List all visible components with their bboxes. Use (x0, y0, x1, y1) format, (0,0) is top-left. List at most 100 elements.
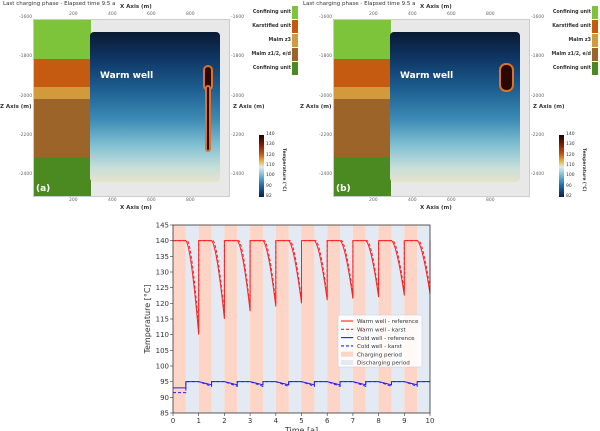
unit-swatch (592, 48, 598, 61)
x-tick: 600 (447, 198, 456, 203)
z-axis-label-left: Z Axis (m) (300, 104, 332, 110)
unit-label: Malm z3 (568, 38, 591, 43)
z-tick: -1800 (531, 54, 545, 60)
temperature-field (390, 32, 520, 182)
x-tick-label: 3 (248, 417, 252, 425)
x-tick: 400 (108, 12, 117, 17)
warm-well-label: Warm well (400, 71, 454, 81)
legend-swatch (341, 360, 353, 365)
colorbar-tick: 82 (566, 193, 572, 199)
z-tick: -2400 (319, 172, 333, 178)
z-axis-label-right: Z Axis (m) (233, 104, 265, 110)
x-tick-label: 2 (222, 417, 226, 425)
discharging-period-band (237, 225, 251, 413)
charging-period-band (327, 225, 341, 413)
charging-period-band (275, 225, 289, 413)
unit-label: Confining unit (252, 10, 291, 15)
legend-label: Cold well - karst (357, 344, 403, 350)
x-axis-label-top: X Axis (m) (120, 4, 152, 10)
temperature-colorbar (559, 135, 564, 197)
y-tick-label: 110 (156, 331, 169, 339)
z-tick: -2000 (319, 93, 333, 99)
unit-label: Confining unit (552, 66, 591, 71)
colorbar-tick: 130 (266, 142, 275, 148)
y-tick-label: 95 (160, 378, 169, 386)
series-line-0 (173, 240, 431, 335)
legend-swatch (341, 351, 353, 357)
layer-karstified (334, 59, 391, 87)
unit-swatch (592, 62, 598, 75)
y-tick-label: 90 (160, 394, 169, 402)
unit-label: Malm z3 (268, 38, 291, 43)
y-tick-label: 120 (156, 300, 169, 308)
layer-confining-top (34, 20, 91, 59)
z-tick: -2200 (19, 132, 33, 138)
x-tick: 200 (369, 12, 378, 17)
colorbar-tick: 120 (266, 152, 275, 158)
z-tick: -1800 (19, 54, 33, 60)
colorbar-tick: 110 (566, 162, 575, 168)
z-tick: -2000 (531, 93, 545, 99)
x-tick-label: 9 (402, 417, 406, 425)
series-line-1 (173, 240, 431, 329)
x-tick: 400 (408, 198, 417, 203)
layer-karstified (34, 59, 91, 87)
colorbar-tick: 130 (566, 142, 575, 148)
z-tick: -2400 (531, 172, 545, 178)
unit-swatch (292, 6, 298, 19)
unit-legend-item: Malm z1/2, e/d (552, 48, 598, 61)
x-tick-label: 8 (376, 417, 380, 425)
unit-legend-item: Malm z1/2, e/d (252, 48, 298, 61)
y-tick-label: 105 (156, 347, 169, 355)
x-tick: 200 (369, 198, 378, 203)
colorbar-tick: 110 (266, 162, 275, 168)
colorbar-tick: 82 (266, 193, 272, 199)
z-tick: -2200 (319, 132, 333, 138)
colorbar-label: Temperature (°C) (581, 148, 586, 192)
layer-confining-top (334, 20, 391, 59)
colorbar-tick: 120 (566, 152, 575, 158)
layer-malm-z12 (34, 99, 91, 157)
z-axis-label-left: Z Axis (m) (0, 104, 32, 110)
unit-label: Karstified unit (552, 24, 591, 29)
unit-swatch (292, 48, 298, 61)
unit-legend-item: Confining unit (553, 62, 598, 75)
colorbar-tick: 140 (566, 132, 575, 137)
unit-legend-item: Confining unit (253, 62, 298, 75)
model-render: Warm well (b) (333, 19, 530, 197)
temperature-field (90, 32, 220, 182)
unit-legend-item: Malm z3 (269, 34, 298, 47)
panel-title: Last charging phase - Elapsed time 9.5 a (303, 1, 416, 7)
unit-label: Confining unit (252, 66, 291, 71)
x-tick: 600 (147, 12, 156, 17)
y-tick-label: 145 (156, 222, 169, 230)
charging-period-band (173, 225, 186, 413)
model-render: Warm well (a) (33, 19, 230, 197)
z-tick: -2400 (19, 172, 33, 178)
panel-label: (b) (336, 184, 351, 194)
legend-label: Warm well - reference (357, 319, 419, 325)
colorbar-tick: 100 (566, 173, 575, 179)
x-axis-label-bottom: X Axis (m) (420, 205, 452, 211)
y-tick-label: 130 (156, 269, 169, 277)
x-axis-label-bottom: X Axis (m) (120, 205, 152, 211)
unit-swatch (292, 62, 298, 75)
z-tick: -1600 (531, 15, 545, 20)
y-axis-label: Temperature [°C] (143, 284, 152, 354)
z-tick: -1600 (231, 15, 245, 20)
x-tick: 800 (486, 12, 495, 17)
z-tick: -1800 (231, 54, 245, 60)
layer-malm-z3 (34, 87, 91, 99)
x-tick-label: 7 (351, 417, 355, 425)
z-tick: -2000 (19, 93, 33, 99)
legend-label: Charging period (357, 352, 402, 358)
unit-label: Confining unit (552, 10, 591, 15)
layer-malm-z12 (334, 99, 391, 157)
discharging-period-band (185, 225, 199, 413)
charging-period-band (250, 225, 263, 413)
layer-confining-bottom (334, 157, 391, 196)
x-tick: 800 (186, 12, 195, 17)
legend-label: Cold well - reference (357, 336, 415, 342)
colorbar-label: Temperature (°C) (281, 148, 286, 192)
unit-swatch (592, 20, 598, 33)
